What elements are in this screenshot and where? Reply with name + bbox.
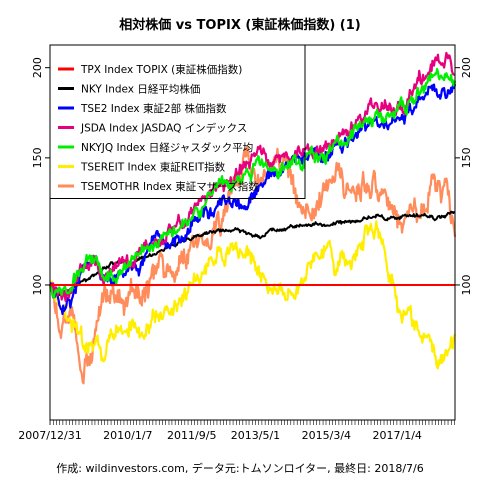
x-axis: 2007/12/31 2010/1/7 2011/9/5 2013/5/1 2015/3… [18, 420, 455, 442]
legend-label: TPX Index TOPIX (東証株価指数) [80, 63, 242, 76]
legend-box [49, 44, 306, 199]
series-line [49, 210, 456, 297]
legend-label: TSE2 Index 東証2部 株価指数 [80, 102, 227, 115]
y-axis-left: 100 150 200 [31, 57, 50, 295]
x-tick-label: 2017/1/4 [373, 429, 422, 442]
y-tick-label: 200 [31, 57, 44, 78]
y-tick-label-right: 100 [460, 274, 473, 295]
legend-label: NKYJQ Index 日経ジャスダック平均 [81, 141, 253, 154]
legend-label: NKY Index 日経平均株価 [81, 83, 200, 96]
y-tick-label: 100 [31, 274, 44, 295]
x-tick-label: 2010/1/7 [103, 429, 152, 442]
chart-caption: 作成: wildinvestors.com, データ元:トムソンロイター, 最終… [56, 461, 423, 475]
series-line [49, 220, 457, 370]
legend-label: JSDA Index JASDAQ インデックス [80, 122, 247, 135]
x-tick-label: 2011/9/5 [167, 429, 216, 442]
legend: TPX Index TOPIX (東証株価指数) NKY Index 日経平均株価… [49, 44, 306, 199]
y-tick-label-right: 200 [460, 57, 473, 78]
legend-label: TSEMOTHR Index 東証マザーズ指数 [80, 180, 259, 193]
chart-title: 相対株価 vs TOPIX (東証株価指数) (1) [119, 17, 360, 33]
y-tick-label-right: 150 [460, 147, 473, 168]
x-tick-label: 2015/3/4 [302, 429, 351, 442]
y-tick-label: 150 [31, 147, 44, 168]
x-tick-label: 2013/5/1 [231, 429, 280, 442]
y-axis-right: 100 150 200 [455, 57, 473, 295]
x-tick-label: 2007/12/31 [18, 429, 81, 442]
series-line [48, 51, 456, 302]
series-line [48, 67, 457, 299]
legend-label: TSEREIT Index 東証REIT指数 [80, 161, 226, 174]
